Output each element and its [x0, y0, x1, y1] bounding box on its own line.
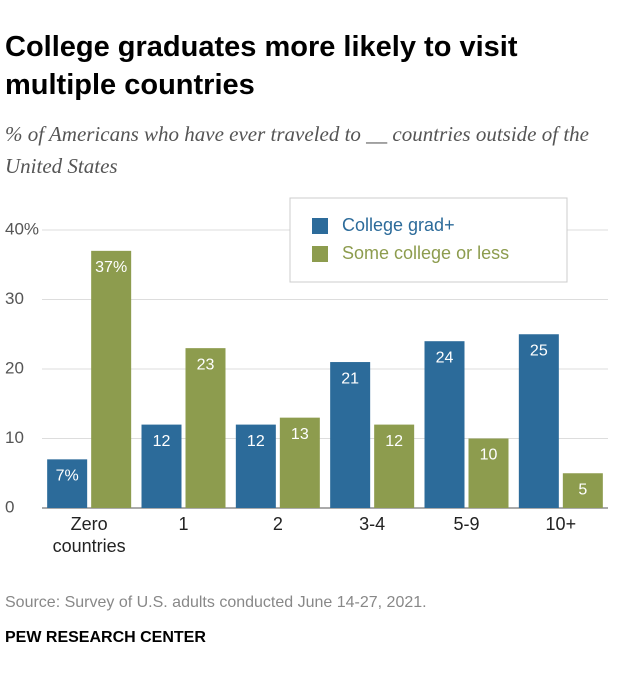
bar: [518, 334, 559, 508]
x-tick-label: 5-9: [453, 514, 480, 534]
value-label: 5: [578, 481, 587, 498]
y-tick-label: 30: [5, 289, 24, 308]
value-label: 25: [530, 342, 548, 359]
bar: [279, 417, 320, 508]
x-tick-label: 2: [272, 514, 283, 534]
value-label: 21: [341, 370, 359, 387]
value-label: 12: [153, 433, 171, 450]
legend-swatch: [312, 218, 328, 234]
value-label: 10: [480, 447, 498, 464]
bar: [374, 424, 415, 508]
organization: PEW RESEARCH CENTER: [5, 629, 206, 646]
bar: [141, 424, 182, 508]
value-label: 23: [197, 356, 215, 373]
bar: [562, 473, 603, 508]
source-note: Source: Survey of U.S. adults conducted …: [5, 594, 427, 611]
bar: [91, 250, 132, 508]
x-tick-label: 1: [178, 514, 189, 534]
bar: [235, 424, 276, 508]
legend-swatch: [312, 246, 328, 262]
y-tick-label: 10: [5, 428, 24, 447]
bar: [47, 459, 88, 508]
y-tick-label: 40%: [5, 219, 39, 238]
legend-box: [289, 197, 568, 283]
value-label: 13: [291, 426, 309, 443]
value-label: 24: [436, 349, 454, 366]
value-label: 12: [385, 433, 403, 450]
x-tick-label: 10+: [545, 514, 577, 534]
legend-label: Some college or less: [342, 243, 509, 263]
value-label: 37%: [95, 259, 127, 276]
chart-title: College graduates more likely to visit m…: [5, 31, 518, 101]
x-tick-label: 3-4: [359, 514, 386, 534]
value-label: 7%: [56, 468, 79, 485]
x-tick-label: Zero countries: [52, 514, 126, 556]
y-tick-label: 0: [5, 497, 14, 516]
y-tick-label: 20: [5, 358, 24, 377]
bar: [468, 438, 509, 508]
bar: [424, 341, 465, 508]
bar: [330, 362, 371, 508]
bar: [185, 348, 226, 508]
value-label: 12: [247, 433, 265, 450]
chart-subtitle: % of Americans who have ever traveled to…: [5, 122, 589, 178]
legend-label: College grad+: [342, 215, 455, 235]
